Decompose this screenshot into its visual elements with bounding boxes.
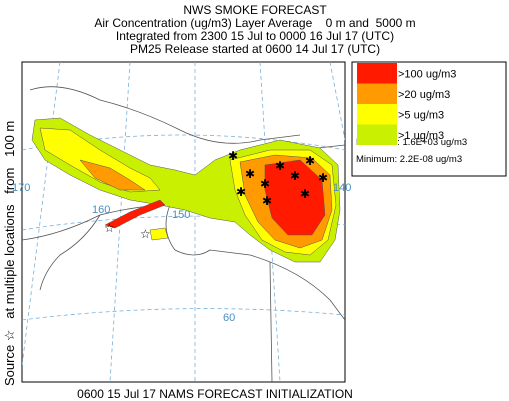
title: NWS SMOKE FORECAST: [183, 3, 327, 17]
svg-text:✱: ✱: [228, 149, 238, 163]
legend-label: >20 ug/m3: [398, 89, 450, 101]
graticule-label: 160: [92, 204, 110, 216]
svg-text:✱: ✱: [290, 169, 300, 183]
legend-label: >5 ug/m3: [398, 109, 444, 121]
legend-label: >100 ug/m3: [398, 68, 456, 80]
smoke-gt5: [39, 127, 161, 193]
smoke-contours: [31, 117, 341, 263]
subtitle: PM25 Release started at 0600 14 Jul 17 (…: [130, 42, 380, 56]
source-markers: ✱✱✱ ✱✱✱ ✱✱✱ ✱☆☆: [104, 149, 328, 241]
svg-text:✱: ✱: [300, 187, 310, 201]
subtitle: Air Concentration (ug/m3) Layer Average …: [94, 16, 415, 30]
svg-text:☆: ☆: [140, 227, 151, 241]
legend-swatch: [357, 83, 397, 104]
smoke-gt5: [149, 227, 169, 241]
graticule-label: 150: [172, 209, 190, 221]
map: ✱✱✱ ✱✱✱ ✱✱✱ ✱☆☆ 170 160 150 140 60: [12, 61, 351, 383]
svg-text:✱: ✱: [245, 167, 255, 181]
legend-swatch: [357, 124, 397, 145]
side-label: Source ☆ at multiple locations from 100 …: [2, 121, 17, 386]
smoke-gt100: [264, 159, 326, 236]
graticule-label: 60: [223, 312, 235, 324]
smoke-gt20: [79, 159, 146, 191]
smoke-gt100: [104, 199, 166, 229]
svg-text:☆: ☆: [104, 221, 115, 235]
legend-label: >1 ug/m3: [398, 130, 444, 142]
svg-text:✱: ✱: [275, 159, 285, 173]
svg-text:✱: ✱: [318, 171, 328, 185]
legend-swatch: [357, 63, 397, 84]
maximum-label: Maximum: 1.6E+03 ug/m3: [356, 137, 467, 148]
svg-text:✱: ✱: [305, 154, 315, 168]
graticule-label: 170: [12, 182, 30, 194]
legend-swatch: [357, 104, 397, 125]
minimum-label: Minimum: 2.2E-08 ug/m3: [356, 154, 462, 165]
footer: 0600 15 Jul 17 NAMS FORECAST INITIALIZAT…: [77, 387, 353, 401]
legend: Maximum: 1.6E+03 ug/m3 Minimum: 2.2E-08 …: [351, 61, 507, 177]
subtitle: Integrated from 2300 15 Jul to 0000 16 J…: [116, 29, 394, 43]
svg-text:✱: ✱: [260, 177, 270, 191]
graticule-label: 140: [333, 182, 351, 194]
svg-text:✱: ✱: [236, 185, 246, 199]
svg-text:✱: ✱: [262, 194, 272, 208]
